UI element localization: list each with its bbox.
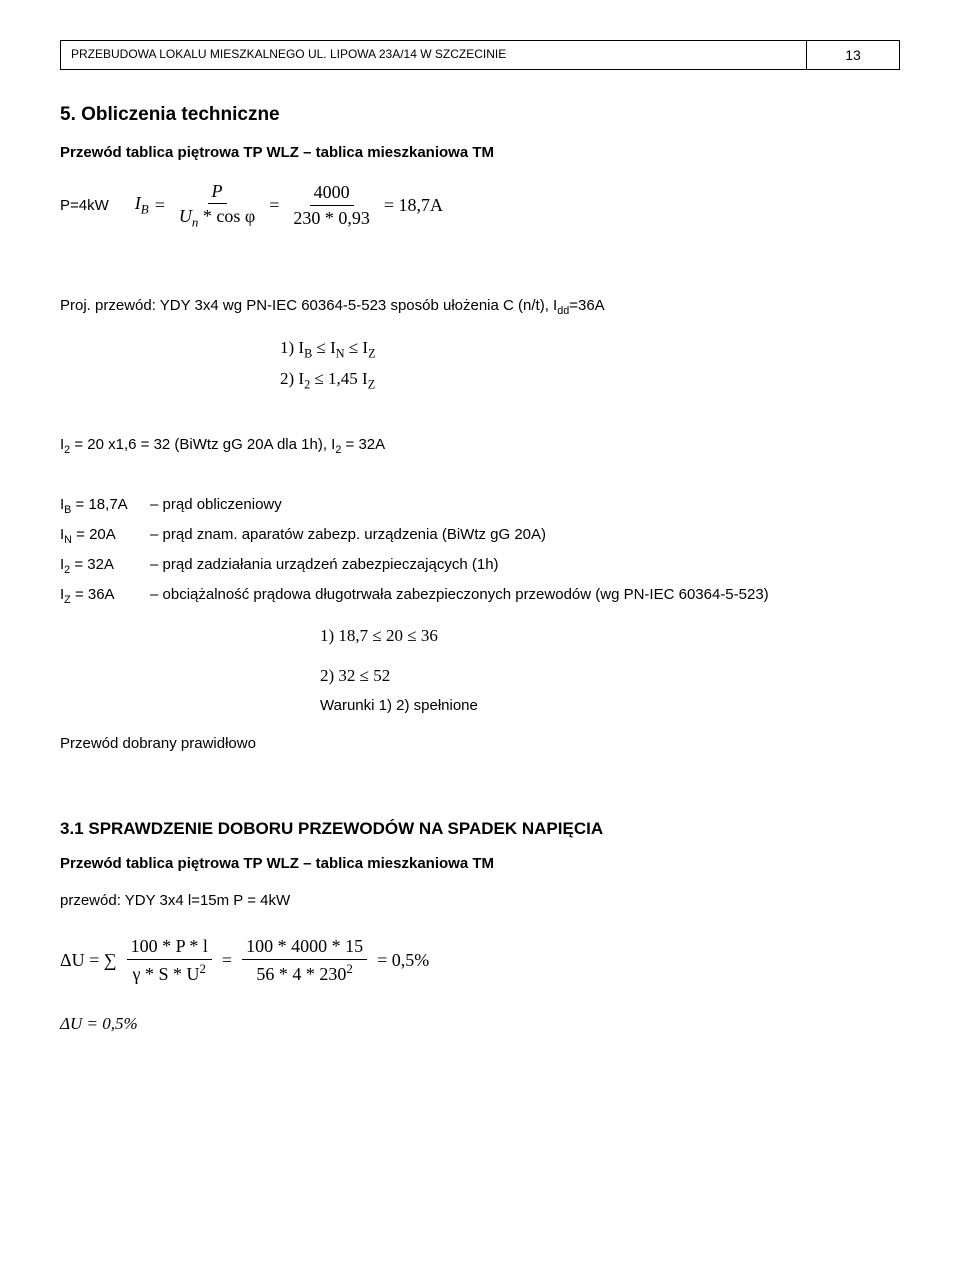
cond-line-1: 1) IB ≤ IN ≤ IZ — [280, 333, 900, 364]
c1c: ≤ I — [312, 338, 336, 357]
proj-tail: =36A — [569, 297, 604, 314]
c2d: Z — [368, 378, 375, 392]
frac1-num: P — [208, 181, 227, 205]
p-label: P=4kW — [60, 197, 109, 214]
dk1b: N — [64, 534, 72, 546]
conditions-block: 1) IB ≤ IN ≤ IZ 2) I2 ≤ 1,45 IZ — [280, 333, 900, 396]
dk3b: Z — [64, 594, 71, 606]
i2-line: I2 = 20 x1,6 = 32 (BiWtz gG 20A dla 1h),… — [60, 434, 900, 458]
section-31-line2: przewód: YDY 3x4 l=15m P = 4kW — [60, 890, 900, 913]
def-item: IB = 18,7A – prąd obliczeniowy — [60, 494, 900, 518]
du-eq1: = — [222, 950, 232, 971]
c1a: 1) I — [280, 338, 304, 357]
def-key: IZ = 36A — [60, 584, 150, 608]
section-5-lead: Przewód tablica piętrowa TP WLZ – tablic… — [60, 142, 900, 165]
proj-text: Proj. przewód: YDY 3x4 wg PN-IEC 60364-5… — [60, 297, 557, 314]
c1d: N — [336, 346, 345, 360]
c2c: ≤ 1,45 I — [310, 369, 368, 388]
du-f1-den: γ * S * U — [133, 964, 200, 984]
du-f2-den: 56 * 4 * 230 — [256, 964, 346, 984]
section-31-heading: 3.1 SPRAWDZENIE DOBORU PRZEWODÓW NA SPAD… — [60, 819, 900, 839]
frac-1: P Un * cos φ — [175, 181, 259, 231]
def-item: I2 = 32A – prąd zadziałania urządzeń zab… — [60, 554, 900, 578]
eq1: = — [155, 195, 165, 216]
dk3c: = 36A — [71, 586, 115, 603]
def-val: – prąd zadziałania urządzeń zabezpieczaj… — [150, 554, 900, 578]
page-root: PRZEBUDOWA LOKALU MIESZKALNEGO UL. LIPOW… — [0, 0, 960, 1110]
du-frac-1: 100 * P * l γ * S * U2 — [127, 936, 212, 984]
def-val: – prąd obliczeniowy — [150, 494, 900, 518]
warunki-line: Warunki 1) 2) spełnione — [320, 692, 900, 719]
du-f2-num: 100 * 4000 * 15 — [242, 936, 367, 960]
dk2c: = 32A — [70, 556, 114, 573]
def-val: – prąd znam. aparatów zabezp. urządzenia… — [150, 524, 900, 548]
i2e: = 32A — [341, 436, 385, 453]
def-key: IN = 20A — [60, 524, 150, 548]
checks-block: 1) 18,7 ≤ 20 ≤ 36 2) 32 ≤ 52 Warunki 1) … — [320, 621, 900, 719]
deltau-formula: ΔU = ∑ 100 * P * l γ * S * U2 = 100 * 40… — [60, 936, 429, 984]
dk1c: = 20A — [72, 526, 116, 543]
dk0c: = 18,7A — [71, 496, 127, 513]
dobrany-line: Przewód dobrany prawidłowo — [60, 733, 900, 756]
formula-row: P=4kW IB = P Un * cos φ = 4000 230 * 0,9… — [60, 181, 900, 231]
lhs-sub: B — [141, 202, 149, 217]
eq2: = — [269, 195, 279, 216]
du-f1-den-sup: 2 — [199, 961, 205, 976]
c1e: ≤ I — [345, 338, 369, 357]
definitions-list: IB = 18,7A – prąd obliczeniowy IN = 20A … — [60, 494, 900, 609]
i2c: = 20 x1,6 = 32 (BiWtz gG 20A dla 1h), I — [70, 436, 335, 453]
header-page-number: 13 — [807, 40, 900, 70]
deltau-result: ΔU = 0,5% — [60, 1011, 900, 1037]
def-val: – obciążalność prądowa długotrwała zabez… — [150, 584, 900, 608]
du-f1-num: 100 * P * l — [127, 936, 212, 960]
du-frac-2: 100 * 4000 * 15 56 * 4 * 2302 — [242, 936, 367, 984]
c1f: Z — [368, 346, 375, 360]
eq3: = 18,7A — [384, 195, 443, 216]
def-key: I2 = 32A — [60, 554, 150, 578]
def-key: IB = 18,7A — [60, 494, 150, 518]
frac1-den-left: U — [179, 206, 192, 226]
ib-formula: IB = P Un * cos φ = 4000 230 * 0,93 = 18… — [135, 181, 443, 231]
c2a: 2) I — [280, 369, 304, 388]
section-5-heading: 5. Obliczenia techniczne — [60, 104, 900, 126]
def-item: IZ = 36A – obciążalność prądowa długotrw… — [60, 584, 900, 608]
proj-line: Proj. przewód: YDY 3x4 wg PN-IEC 60364-5… — [60, 295, 900, 319]
du-lhs: ΔU = ∑ — [60, 950, 117, 971]
cond-line-2: 2) I2 ≤ 1,45 IZ — [280, 364, 900, 395]
check-1: 1) 18,7 ≤ 20 ≤ 36 — [320, 621, 900, 652]
frac2-den: 230 * 0,93 — [289, 206, 374, 229]
du-f2-den-sup: 2 — [346, 961, 352, 976]
def-item: IN = 20A – prąd znam. aparatów zabezp. u… — [60, 524, 900, 548]
proj-sub: dd — [557, 305, 569, 317]
header-title: PRZEBUDOWA LOKALU MIESZKALNEGO UL. LIPOW… — [60, 40, 807, 70]
check-2: 2) 32 ≤ 52 — [320, 661, 900, 692]
du-eq2: = 0,5% — [377, 950, 429, 971]
frac-2: 4000 230 * 0,93 — [289, 182, 374, 228]
frac2-num: 4000 — [310, 182, 354, 206]
section-31-lead: Przewód tablica piętrowa TP WLZ – tablic… — [60, 853, 900, 876]
header-bar: PRZEBUDOWA LOKALU MIESZKALNEGO UL. LIPOW… — [60, 40, 900, 70]
frac1-den-right: * cos φ — [198, 206, 255, 226]
